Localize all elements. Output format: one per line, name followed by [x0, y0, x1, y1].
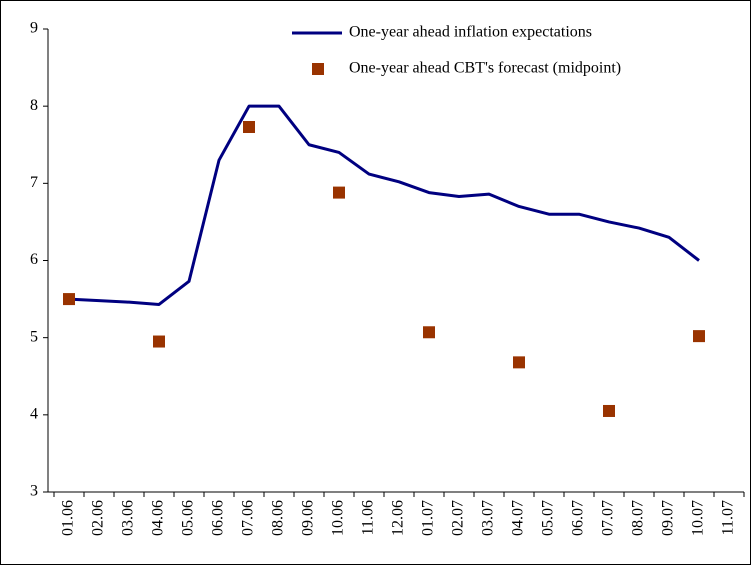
x-tick-label: 01.07: [420, 500, 437, 536]
x-tick-label: 12.06: [390, 500, 407, 536]
x-tick-label: 01.06: [60, 500, 77, 536]
y-tick-label: 6: [30, 251, 38, 268]
y-tick-label: 3: [30, 483, 38, 500]
x-tick-label: 03.07: [480, 500, 497, 536]
x-tick-label: 08.06: [270, 500, 287, 536]
y-tick-label: 5: [30, 328, 38, 345]
data-point: [333, 186, 345, 199]
data-point: [693, 330, 705, 343]
x-tick-label: 06.07: [570, 500, 587, 536]
data-point: [513, 356, 525, 369]
x-tick-label: 10.06: [330, 500, 347, 536]
y-tick-label: 4: [30, 406, 38, 423]
x-tick-label: 07.06: [240, 500, 257, 536]
x-tick-label: 08.07: [630, 500, 647, 536]
data-line: [68, 104, 700, 306]
x-tick-label: 02.07: [450, 500, 467, 536]
x-tick-label: 04.07: [510, 500, 527, 536]
x-tick-label: 10.07: [690, 500, 707, 536]
data-point: [603, 404, 615, 417]
y-tick-label: 8: [30, 97, 38, 114]
x-tick-label: 09.07: [660, 500, 677, 536]
y-tick-label: 9: [30, 20, 38, 37]
x-tick-label: 09.06: [300, 500, 317, 536]
x-tick-label: 11.07: [720, 500, 737, 535]
x-tick-label: 02.06: [90, 500, 107, 536]
x-tick-label: 11.06: [360, 500, 377, 535]
x-tick-label: 05.06: [180, 500, 197, 536]
x-tick-label: 05.07: [540, 500, 557, 536]
data-point: [153, 335, 165, 348]
x-tick-label: 03.06: [120, 500, 137, 536]
legend-label: One-year ahead inflation expectations: [349, 24, 592, 41]
legend-square: [312, 63, 324, 75]
data-point: [423, 326, 435, 339]
data-point: [243, 121, 255, 134]
x-tick-label: 07.07: [600, 500, 617, 536]
x-tick-label: 06.06: [210, 500, 227, 536]
y-tick-label: 7: [30, 174, 38, 191]
x-tick-label: 04.06: [150, 500, 167, 536]
legend-label: One-year ahead CBT's forecast (midpoint): [349, 60, 621, 77]
data-point: [63, 293, 75, 306]
